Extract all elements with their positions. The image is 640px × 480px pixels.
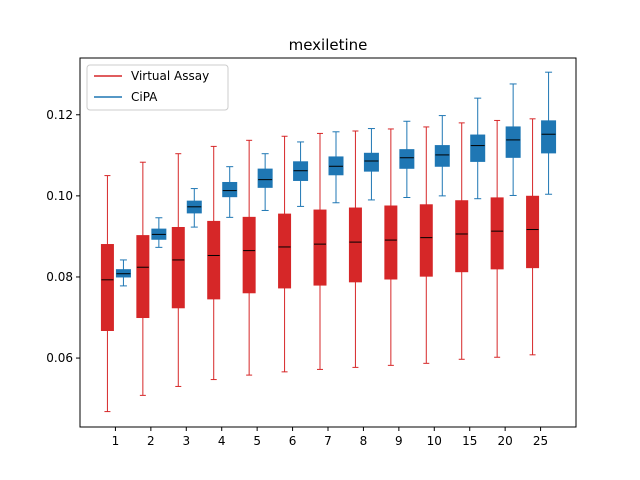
- x-tick-label: 10: [427, 434, 442, 448]
- box: [278, 213, 292, 289]
- x-tick-label: 2: [147, 434, 155, 448]
- x-tick-label: 20: [498, 434, 513, 448]
- box: [242, 216, 256, 294]
- box: [136, 235, 150, 319]
- box: [419, 204, 433, 277]
- box: [313, 209, 327, 286]
- plot-area: [100, 71, 557, 413]
- chart-title: mexiletine: [289, 36, 368, 54]
- box: [222, 181, 238, 198]
- y-tick-label: 0.10: [46, 189, 73, 203]
- box: [455, 200, 469, 273]
- box: [384, 205, 398, 280]
- x-tick-label: 4: [218, 434, 226, 448]
- box: [171, 226, 185, 309]
- box: [348, 207, 362, 283]
- x-tick-label: 3: [182, 434, 190, 448]
- x-tick-label: 15: [462, 434, 477, 448]
- box: [470, 134, 486, 162]
- legend-label: CiPA: [131, 90, 158, 104]
- box: [399, 149, 415, 169]
- x-tick-label: 25: [533, 434, 548, 448]
- series-virtual-assay: [100, 118, 540, 413]
- x-tick-label: 1: [112, 434, 120, 448]
- legend-label: Virtual Assay: [131, 69, 209, 83]
- box: [490, 197, 504, 270]
- x-tick-label: 5: [253, 434, 261, 448]
- y-tick-label: 0.08: [46, 270, 73, 284]
- x-tick-label: 6: [289, 434, 297, 448]
- series-cipa: [115, 71, 557, 287]
- box: [434, 145, 450, 167]
- box: [207, 220, 221, 300]
- x-tick-label: 9: [395, 434, 403, 448]
- box: [526, 195, 540, 269]
- box: [505, 126, 521, 158]
- box: [257, 168, 273, 188]
- x-tick-label: 7: [324, 434, 332, 448]
- x-axis: 1 2 3 4 5 6 7 8 9 10 15 20 25: [112, 427, 548, 448]
- box: [100, 244, 114, 331]
- y-axis: 0.06 0.08 0.10 0.12: [46, 108, 80, 365]
- box: [363, 152, 379, 172]
- x-tick-label: 8: [360, 434, 368, 448]
- y-tick-label: 0.12: [46, 108, 73, 122]
- legend: Virtual Assay CiPA: [86, 64, 229, 111]
- legend-frame: [86, 64, 229, 111]
- box: [541, 120, 557, 154]
- y-tick-label: 0.06: [46, 351, 73, 365]
